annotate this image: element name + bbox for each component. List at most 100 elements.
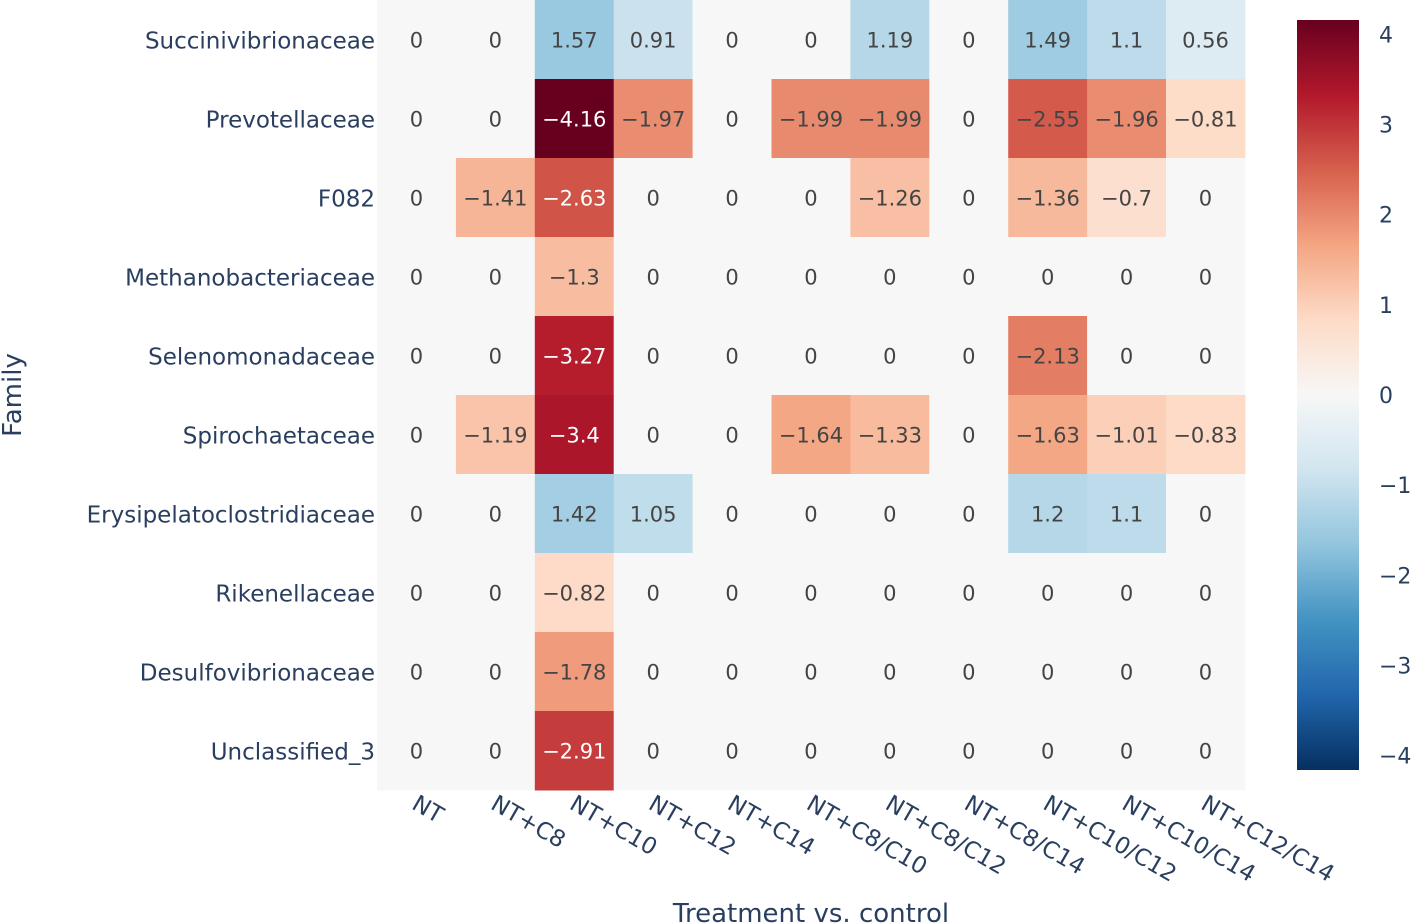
heatmap-cell [534,79,615,159]
x-axis-label: Treatment vs. control [672,899,949,924]
cell-value-label: 0 [804,345,817,369]
heatmap-cell [1087,474,1167,554]
cell-value-label: 0 [410,582,423,606]
cell-value-label: 0 [489,503,502,527]
cell-value-label: 0 [962,424,975,448]
heatmap-cell [1008,237,1088,317]
heatmap-cell [771,711,851,791]
heatmap-cell [692,395,772,475]
heatmap-cell [850,237,930,317]
heatmap-cell [929,237,1009,317]
x-tick-label: NT+C10 [565,791,661,861]
colorbar-tick-label: −2 [1379,564,1411,589]
x-axis-tick-labels: NT NT+C8NT+C10NT+C12NT+C14NT+C8/C10NT+C8/… [407,791,1338,888]
cell-value-label: −4.16 [542,108,606,132]
heatmap-cell [613,553,694,633]
cell-value-label: 0 [725,108,738,132]
cell-value-label: −1.63 [1015,424,1079,448]
heatmap-cell [771,0,851,80]
heatmap-cell [534,632,615,712]
heatmap-cell [534,0,615,80]
cell-value-label: 0.91 [630,29,677,53]
cell-value-label: 0 [646,187,659,211]
heatmap-cell [1087,395,1167,475]
heatmap-cell [455,395,536,475]
y-tick-label: Selenomonadaceae [148,345,375,371]
cell-value-label: 0 [962,503,975,527]
cell-value-label: −1.41 [463,187,527,211]
y-axis-tick-labels: Succinivibrionaceae Prevotellaceae F082 Met… [87,29,375,766]
cell-value-label: 0 [1199,582,1212,606]
cell-value-label: 0 [725,503,738,527]
cell-value-label: 0 [725,582,738,606]
x-tick-label: NT+C12 [644,791,740,861]
heatmap-cell [1008,79,1088,159]
heatmap-cell [1008,316,1088,396]
cell-value-label: −2.91 [542,740,606,764]
cell-value-label: 1.05 [630,503,677,527]
heatmap-cell [1008,395,1088,475]
heatmap-cell [850,632,930,712]
heatmap-cell [692,316,772,396]
heatmap-cell [455,237,536,317]
heatmap-cell [613,711,694,791]
heatmap-cell [377,316,457,396]
heatmap-cell [455,474,536,554]
heatmap-cell [377,0,457,80]
heatmap-cell [455,632,536,712]
cell-value-label: 0 [1120,345,1133,369]
cell-value-label: 0 [410,503,423,527]
x-tick-label: NT+C12/C14 [1196,791,1338,888]
cell-value-label: 0 [1120,740,1133,764]
heatmap-cell [771,632,851,712]
heatmap-cell [455,0,536,80]
colorbar-tick-label: 3 [1379,114,1393,139]
heatmap-cell [850,79,930,159]
cell-value-label: 0 [1199,187,1212,211]
cell-value-label: 0 [725,29,738,53]
heatmap-cell [1166,395,1246,475]
cell-value-label: 0 [804,740,817,764]
y-tick-label: Rikenellaceae [215,582,375,608]
cell-value-label: 0 [1041,661,1054,685]
cell-value-label: 0 [646,661,659,685]
heatmap-cell [850,316,930,396]
heatmap-cell [377,79,457,159]
cell-value-label: 0 [489,266,502,290]
heatmap-cell [850,0,930,80]
colorbar-tick-label: 0 [1379,384,1393,409]
colorbar-tick-label: 1 [1379,294,1393,319]
x-tick-label: NT+C10/C12 [1039,791,1181,888]
cell-value-label: 0 [804,266,817,290]
heatmap-cell [1166,553,1246,633]
cell-value-label: 0 [646,266,659,290]
heatmap-cell [613,395,694,475]
heatmap-cell [1087,79,1167,159]
heatmap-cell [1008,158,1088,238]
cell-value-label: −1.78 [542,661,606,685]
heatmap-cell [1008,632,1088,712]
heatmap-cell [1087,632,1167,712]
heatmap-cell [771,316,851,396]
cell-value-label: 0 [883,266,896,290]
cell-value-label: 0 [962,266,975,290]
heatmap-cell [850,158,930,238]
cell-value-label: 0 [410,424,423,448]
heatmap-cell [692,237,772,317]
x-tick-label: NT+C10/C14 [1118,791,1260,888]
heatmap-cell [692,474,772,554]
cell-value-label: 0 [489,582,502,606]
heatmap-cell [1087,158,1167,238]
cell-value-label: −1.96 [1094,108,1158,132]
x-tick-label: NT [407,791,448,830]
cell-value-label: 0 [962,740,975,764]
cell-value-label: 0 [804,661,817,685]
heatmap-cell [771,395,851,475]
cell-value-label: 0 [883,661,896,685]
cell-value-label: 0.56 [1182,29,1229,53]
cell-value-label: 0 [962,108,975,132]
cell-value-label: −1.97 [621,108,685,132]
heatmap-cell [1087,237,1167,317]
heatmap-cell [1087,711,1167,791]
cell-value-label: −0.81 [1173,108,1237,132]
